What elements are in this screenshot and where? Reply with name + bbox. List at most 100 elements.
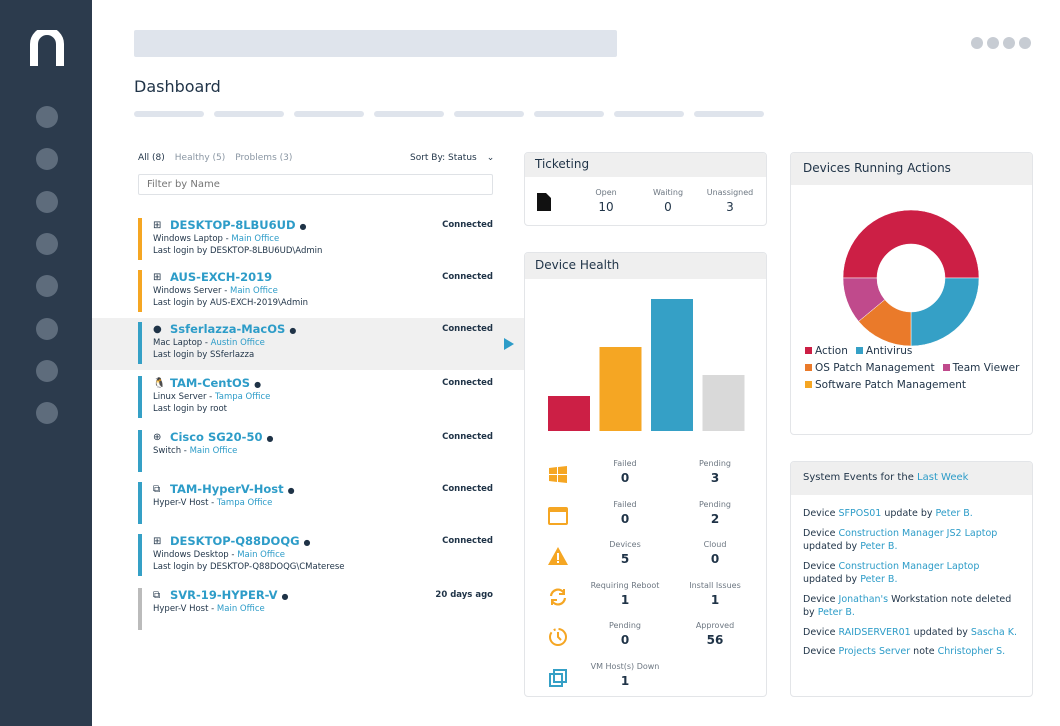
event-link[interactable]: Projects Server [838, 646, 911, 657]
event-link[interactable]: Peter B. [860, 574, 898, 585]
event-link[interactable]: Christopher S. [937, 646, 1006, 657]
health-bar[interactable] [651, 299, 693, 431]
device-row[interactable]: ⊞ AUS-EXCH-2019 Windows Server - Main Offi… [92, 266, 524, 318]
event-link[interactable]: Jonathan's [838, 593, 889, 605]
more-menu-button[interactable] [971, 37, 1031, 49]
health-stat[interactable]: Requiring Reboot 1 [590, 580, 660, 607]
device-row[interactable]: ⊞ DESKTOP-Q88DOQG ● Windows Desktop - Main … [92, 530, 524, 582]
donut-slice[interactable] [842, 277, 886, 322]
info-icon[interactable]: ● [289, 326, 297, 335]
device-row[interactable]: 🐧 TAM-CentOS ● Linux Server - Tampa Office L… [92, 372, 524, 424]
info-icon[interactable]: ● [287, 486, 295, 495]
device-name-link[interactable]: SVR-19-HYPER-V ● [170, 588, 289, 602]
legend-swatch [942, 364, 950, 371]
device-row[interactable]: ⧉ TAM-HyperV-Host ● Hyper-V Host - Tampa Of… [92, 478, 524, 530]
event-link[interactable]: Construction Manager Laptop [838, 560, 980, 572]
ticket-unassigned[interactable]: Unassigned 3 [706, 188, 754, 214]
sidebar-nav-item[interactable] [36, 359, 58, 382]
info-icon[interactable]: ● [303, 538, 311, 547]
legend-item: Action [805, 343, 852, 360]
event-link[interactable]: RAIDSERVER01 [838, 626, 911, 638]
search-bar-placeholder[interactable] [134, 30, 617, 57]
device-type: Windows Server - Main Office [153, 286, 278, 296]
event-link[interactable]: SFPOS01 [838, 508, 882, 519]
info-icon[interactable]: ● [266, 434, 274, 443]
device-name-link[interactable]: DESKTOP-Q88DOQG ● [170, 534, 311, 548]
sidebar-nav-item[interactable] [36, 317, 58, 340]
health-row[interactable]: Failed 0 Pending 2 [525, 497, 766, 537]
device-row[interactable]: ⧉ SVR-19-HYPER-V ● Hyper-V Host - Main Offi… [92, 584, 524, 636]
info-icon[interactable]: ● [281, 592, 289, 601]
health-bar[interactable] [599, 347, 642, 431]
health-bar[interactable] [702, 375, 745, 431]
device-row[interactable]: ⊕ Cisco SG20-50 ● Switch - Main Office Conne… [92, 426, 524, 478]
clock-icon [547, 626, 569, 648]
sidebar-nav-item[interactable] [36, 232, 58, 255]
health-row[interactable]: Failed 0 Pending 3 [525, 456, 766, 496]
site-link[interactable]: Main Office [231, 234, 280, 244]
info-icon[interactable]: ● [299, 222, 307, 231]
health-stat[interactable]: Install Issues 1 [689, 580, 741, 607]
device-filters: All (8) Healthy (5) Problems (3) [138, 153, 292, 163]
health-stat[interactable]: Failed 0 [613, 459, 637, 485]
device-name-link[interactable]: AUS-EXCH-2019 [170, 270, 273, 284]
last-week-link[interactable]: Last Week [917, 472, 969, 483]
filter-healthy[interactable]: Healthy (5) [174, 153, 226, 163]
health-stat[interactable]: Cloud 0 [703, 540, 727, 566]
network-icon: ⊕ [153, 432, 162, 443]
sidebar-nav-item[interactable] [36, 148, 58, 171]
health-row[interactable]: VM Host(s) Down 1 [525, 659, 766, 697]
device-name-link[interactable]: TAM-HyperV-Host ● [170, 482, 295, 496]
sidebar-nav-item[interactable] [36, 106, 58, 128]
health-stat[interactable]: Pending 2 [699, 499, 731, 526]
site-link[interactable]: Tampa Office [214, 392, 271, 402]
last-login: Last login by SSferlazza [153, 350, 255, 360]
health-stat[interactable]: Pending 0 [609, 621, 641, 647]
device-name-link[interactable]: DESKTOP-8LBU6UD ● [170, 218, 307, 232]
event-link[interactable]: Peter B. [817, 607, 855, 618]
event-link[interactable]: Peter B. [860, 541, 898, 552]
device-name-link[interactable]: Ssferlazza-MacOS ● [170, 322, 297, 336]
site-link[interactable]: Main Office [230, 286, 278, 296]
info-icon[interactable]: ● [254, 380, 262, 389]
health-row[interactable]: Pending 0 Approved 56 [525, 618, 766, 658]
windows-icon: ⊞ [153, 536, 162, 547]
device-row[interactable]: ● Ssferlazza-MacOS ● Mac Laptop - Austin Of… [92, 318, 524, 370]
donut-slice[interactable] [910, 277, 980, 347]
sidebar-nav-item[interactable] [36, 402, 58, 425]
filter-input[interactable] [138, 174, 493, 195]
sort-dropdown[interactable]: Sort By: Status ⌄ [410, 153, 495, 163]
health-row[interactable]: Devices 5 Cloud 0 [525, 537, 766, 577]
sidebar-nav-item[interactable] [36, 275, 58, 298]
health-stat[interactable]: Approved 56 [695, 621, 735, 647]
health-stat[interactable]: Failed 0 [613, 499, 637, 526]
device-name-link[interactable]: TAM-CentOS ● [170, 376, 262, 390]
event-link[interactable]: Sascha K. [970, 626, 1018, 638]
hyperv-icon: ⧉ [153, 484, 161, 495]
site-link[interactable]: Tampa Office [216, 498, 273, 508]
site-link[interactable]: Main Office [216, 604, 265, 614]
device-row[interactable]: ⊞ DESKTOP-8LBU6UD ● Windows Laptop - Main O… [92, 214, 524, 266]
site-link[interactable]: Main Office [189, 446, 238, 456]
ticket-open[interactable]: Open 10 [595, 188, 617, 214]
health-stat[interactable]: Devices 5 [609, 540, 641, 566]
health-stat[interactable]: VM Host(s) Down 1 [590, 661, 660, 688]
filter-all[interactable]: All (8) [138, 153, 165, 163]
donut-slice[interactable] [842, 209, 980, 279]
health-stat[interactable]: Pending 3 [699, 459, 731, 485]
site-link[interactable]: Austin Office [210, 338, 265, 348]
legend-swatch [805, 381, 812, 388]
health-bar[interactable] [548, 396, 590, 431]
device-name-link[interactable]: Cisco SG20-50 ● [170, 430, 274, 444]
sidebar-nav-item[interactable] [36, 190, 58, 213]
health-row[interactable]: Requiring Reboot 1 Install Issues 1 [525, 578, 766, 618]
window-icon [547, 505, 569, 527]
event-link[interactable]: Peter B. [935, 508, 973, 519]
status-indicator [138, 218, 142, 260]
site-link[interactable]: Main Office [237, 550, 285, 560]
legend-item: Antivirus [855, 343, 916, 360]
event-link[interactable]: Construction Manager JS2 Laptop [838, 527, 998, 539]
filter-problems[interactable]: Problems (3) [235, 153, 293, 163]
ticket-waiting[interactable]: Waiting 0 [652, 188, 684, 214]
event-item: Device Construction Manager Laptop updat… [803, 560, 980, 586]
